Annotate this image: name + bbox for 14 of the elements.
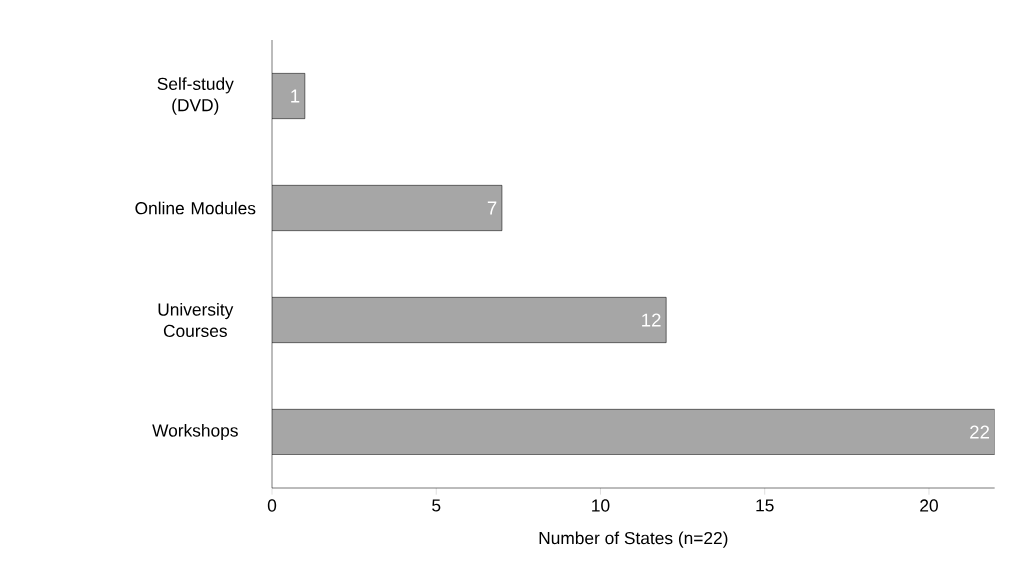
x-tick-label: 20: [920, 499, 938, 512]
x-tick-label: 15: [756, 499, 774, 512]
data-label: 22: [970, 425, 990, 439]
x-tick-label: 10: [592, 499, 610, 512]
x-tick-label: 0: [267, 499, 277, 512]
data-label: 12: [642, 313, 661, 327]
y-tick-label: Online Modules: [135, 201, 256, 215]
data-label: 7: [487, 201, 497, 215]
y-tick-label: University Courses: [158, 302, 234, 338]
y-tick-label: Self-study (DVD): [157, 77, 234, 115]
data-label: 1: [291, 89, 300, 103]
x-tick-label: 5: [432, 499, 441, 512]
y-tick-label: Workshops: [152, 423, 238, 441]
x-axis-title: Number of States (n=22): [539, 531, 728, 548]
